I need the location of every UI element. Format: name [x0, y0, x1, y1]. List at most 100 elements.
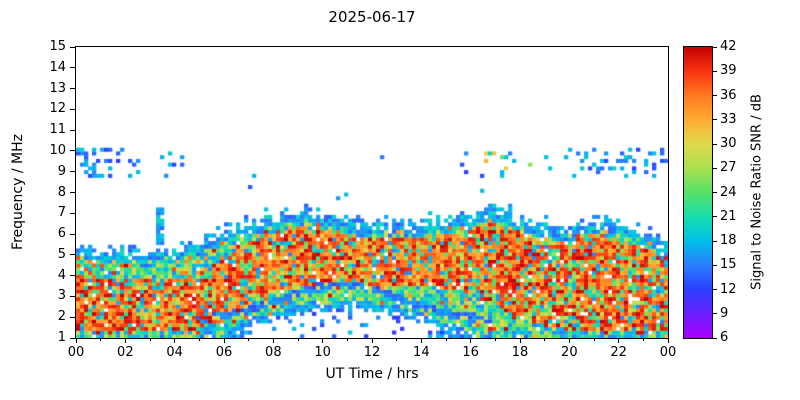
colorbar-tick: [713, 119, 717, 121]
y-tick: [70, 171, 75, 173]
y-tick-label: 8: [57, 184, 66, 200]
y-tick: [70, 192, 75, 193]
y-tick-label: 6: [57, 226, 66, 242]
colorbar-tick: [713, 337, 717, 339]
y-tick-label: 13: [49, 80, 66, 96]
x-minor-tick: [642, 338, 644, 341]
y-tick-label: 3: [57, 288, 66, 304]
colorbar-tick: [713, 264, 717, 266]
x-minor-tick: [494, 338, 496, 341]
x-tick-label: 06: [215, 345, 233, 360]
x-tick-label: 16: [462, 345, 479, 360]
y-tick-label: 7: [57, 205, 66, 221]
x-tick: [124, 338, 126, 343]
colorbar-tick: [713, 216, 717, 218]
x-tick-label: 04: [166, 345, 183, 360]
x-minor-tick: [445, 338, 447, 341]
x-minor-tick: [593, 338, 595, 341]
x-minor-tick: [248, 338, 250, 341]
x-minor-tick: [396, 338, 398, 341]
y-tick: [70, 316, 75, 318]
y-tick: [70, 150, 75, 152]
colorbar-label: Signal to Noise Ratio SNR / dB: [749, 94, 765, 290]
y-tick: [70, 233, 75, 235]
y-tick: [70, 46, 75, 48]
x-tick: [420, 338, 422, 343]
x-tick: [223, 338, 225, 343]
x-tick-label: 10: [314, 345, 331, 360]
x-tick-label: 08: [265, 345, 282, 360]
x-minor-tick: [346, 338, 348, 341]
x-tick: [322, 338, 324, 343]
plot-frame: [75, 46, 669, 339]
colorbar-tick: [713, 46, 717, 48]
colorbar-tick-label: 42: [720, 39, 737, 54]
colorbar-tick-label: 12: [720, 281, 737, 297]
y-tick: [70, 108, 75, 110]
colorbar-tick-label: 15: [720, 257, 737, 273]
y-tick-label: 11: [49, 122, 66, 138]
y-tick: [70, 67, 75, 69]
spectrogram-heatmap: [76, 47, 668, 338]
x-tick-label: 22: [610, 345, 627, 360]
x-tick: [470, 338, 472, 343]
y-tick: [70, 295, 75, 297]
colorbar-tick-label: 27: [720, 160, 737, 176]
x-tick: [519, 338, 521, 343]
colorbar-tick-label: 30: [720, 136, 737, 151]
x-tick-label: 00: [659, 345, 677, 360]
colorbar-tick-label: 18: [720, 233, 737, 248]
y-axis-label: Frequency / MHz: [10, 134, 26, 250]
colorbar-tick-label: 24: [720, 184, 737, 200]
x-tick: [371, 338, 373, 343]
x-tick-label: 18: [511, 345, 529, 360]
y-tick-label: 5: [57, 246, 66, 262]
x-minor-tick: [198, 338, 200, 341]
colorbar-tick-label: 39: [720, 63, 737, 79]
y-tick-label: 10: [49, 142, 66, 158]
y-tick: [70, 337, 75, 339]
colorbar-tick-label: 6: [720, 330, 729, 345]
x-minor-tick: [100, 338, 102, 341]
x-minor-tick: [544, 338, 546, 341]
y-tick: [70, 88, 75, 90]
x-tick-label: 02: [117, 345, 134, 360]
chart-title: 2025-06-17: [328, 8, 416, 26]
y-tick: [70, 275, 75, 277]
x-tick-label: 14: [413, 345, 430, 360]
colorbar-tick-label: 33: [720, 111, 737, 127]
x-tick-label: 12: [363, 345, 381, 360]
y-tick-label: 9: [57, 163, 66, 179]
y-tick: [70, 212, 75, 214]
colorbar-tick: [713, 167, 717, 169]
x-tick: [568, 338, 570, 343]
colorbar-tick-label: 21: [720, 208, 737, 224]
x-tick: [75, 338, 77, 343]
colorbar-tick: [713, 70, 717, 72]
y-tick-label: 4: [57, 267, 66, 283]
x-tick-label: 00: [67, 345, 85, 360]
colorbar-tick: [713, 289, 717, 290]
x-axis-label: UT Time / hrs: [325, 366, 419, 382]
colorbar-tick-label: 36: [720, 87, 737, 103]
colorbar-tick: [713, 240, 717, 242]
colorbar-tick: [713, 192, 717, 193]
y-tick-label: 1: [57, 330, 66, 345]
y-tick: [70, 254, 75, 256]
y-tick-label: 15: [49, 39, 66, 54]
x-tick: [667, 338, 669, 343]
x-tick: [272, 338, 274, 343]
colorbar: [683, 46, 713, 339]
y-tick-label: 14: [49, 59, 66, 75]
x-tick: [174, 338, 176, 343]
colorbar-tick-label: 9: [720, 305, 729, 321]
y-tick: [70, 129, 75, 131]
x-minor-tick: [297, 338, 299, 341]
y-tick-label: 12: [49, 101, 66, 117]
x-tick-label: 20: [561, 345, 578, 360]
colorbar-tick: [713, 95, 717, 96]
y-tick-label: 2: [57, 309, 66, 325]
colorbar-tick: [713, 313, 717, 315]
x-tick: [618, 338, 620, 343]
